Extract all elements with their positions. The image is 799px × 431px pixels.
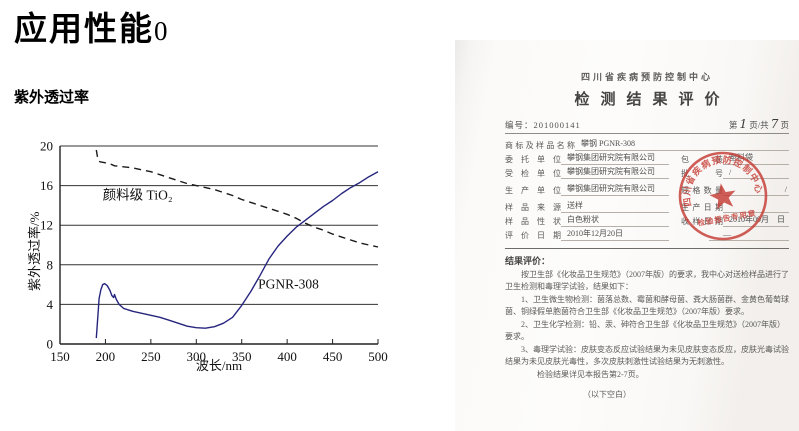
chart-plot-area: 0 4 8 12 16 20 150 200 250 300 350 400 450 500 颜料级 TiO… <box>40 139 388 365</box>
field-value: — <box>709 230 789 241</box>
field-row: 受检单位 攀钢集团研究院有限公司 批号 / <box>505 165 789 179</box>
report-number: 编号：201000141 <box>505 119 581 131</box>
field-value: 2010年12月20日 <box>561 228 669 241</box>
report-content: 四川省疾病预防控制中心 检测结果评价 编号：201000141 第 1 页/共 … <box>505 40 789 400</box>
page-title-suffix: 0 <box>154 16 170 46</box>
result-heading: 结果评价： <box>505 256 551 266</box>
field-label: 规格数量 <box>681 186 723 195</box>
svg-text:20: 20 <box>40 139 53 154</box>
series-annotation: 颜料级 TiO₂ <box>103 187 173 202</box>
field-label: 委托单位 <box>505 155 561 164</box>
svg-text:300: 300 <box>187 349 207 364</box>
report-org-name: 四川省疾病预防控制中心 <box>580 72 713 82</box>
field-label: 批号 <box>681 169 723 178</box>
result-paragraph: 2、卫生化学检测：铅、汞、砷符合卫生部《化妆品卫生规范》（2007年版）要求。 <box>505 320 785 341</box>
field-value: / <box>723 168 789 179</box>
page-prefix: 第 <box>728 120 738 130</box>
field-value: 2010年09月 日 <box>723 214 789 227</box>
seal-star-icon <box>709 183 736 210</box>
svg-text:250: 250 <box>141 349 161 364</box>
handwritten-slash: / <box>784 185 787 194</box>
field-row: 生产单位 攀钢集团研究院有限公司 规格数量 / <box>505 179 789 196</box>
field-label: 生产单位 <box>505 186 561 195</box>
svg-text:450: 450 <box>323 349 343 364</box>
series-line-tio2 <box>95 149 379 248</box>
field-label: 受检单位 <box>505 169 561 178</box>
svg-text:8: 8 <box>47 257 54 272</box>
seal-ring <box>678 151 768 241</box>
page-title-text: 应用性能 <box>14 10 154 47</box>
field-label: 生产日期 <box>681 203 723 212</box>
svg-text:150: 150 <box>50 349 70 364</box>
field-label: 评价日期 <box>505 231 561 240</box>
svg-text:12: 12 <box>40 218 53 233</box>
field-value: 攀钢集团研究院有限公司 <box>561 152 669 165</box>
report-title: 检测结果评价 <box>574 92 731 108</box>
field-label: 样品性状 <box>505 217 561 226</box>
seal-banner-text: 检验报告专用章 <box>697 208 757 228</box>
result-paragraph: 检验结果详见本报告第2-7页。 <box>537 370 644 379</box>
field-value: 送样 <box>561 200 669 213</box>
section-divider-line <box>505 248 789 249</box>
field-label: 收样日期 <box>681 217 723 226</box>
field-value: 攀钢集团研究院有限公司 <box>561 183 669 196</box>
svg-text:200: 200 <box>96 349 116 364</box>
report-number-value: 201000141 <box>533 120 581 130</box>
series-line-pgnr308 <box>95 171 379 339</box>
uv-transmittance-chart: 紫外透过率/% 0 4 8 12 16 20 150 200 250 300 350 400 450 50… <box>4 136 404 400</box>
section-heading: 紫外透过率 <box>14 89 90 106</box>
page-total-handwritten: 7 <box>770 117 779 131</box>
svg-text:16: 16 <box>40 178 54 193</box>
page-title: 应用性能0 <box>14 2 170 50</box>
result-paragraph: 3、毒理学试验：皮肤变态反应试验结果为未见皮肤变态反应，皮肤光毒试验结果为未见皮… <box>505 345 789 366</box>
official-seal-stamp: 四川省疾病预防控制中心 检验报告专用章 <box>675 148 768 241</box>
blank-below-note: （以下空白） <box>583 389 631 399</box>
x-axis-label: 波长/nm <box>195 358 243 373</box>
meta-divider-line <box>505 133 789 134</box>
report-number-label: 编号： <box>505 120 534 130</box>
field-row: 样品来源 送样 生产日期 <box>505 196 789 213</box>
result-evaluation-section: 结果评价： 按卫生部《化妆品卫生规范》（2007年版）的要求，我中心对送检样品进… <box>505 254 789 400</box>
field-value: 攀钢 PGNR-308 <box>575 138 789 151</box>
field-row: 样品性状 白色粉状 收样日期 2010年09月 日 <box>505 213 789 227</box>
series-annotation: PGNR-308 <box>258 277 319 292</box>
page-suffix: 页 <box>780 120 789 130</box>
field-row: 商标及样品名称 攀钢 PGNR-308 <box>505 137 789 151</box>
result-paragraph: 1、卫生微生物检测：菌落总数、霉菌和酵母菌、粪大肠菌群、金黄色葡萄球菌、铜绿假单… <box>505 295 789 316</box>
field-label: 商标及样品名称 <box>505 141 575 150</box>
svg-text:500: 500 <box>368 349 388 364</box>
field-label: 样品来源 <box>505 203 561 212</box>
field-value: 白色粉状 <box>561 214 669 227</box>
page-indicator: 第 1 页/共 7 页 <box>729 117 789 131</box>
report-meta-row: 编号：201000141 第 1 页/共 7 页 <box>505 117 789 132</box>
sample-info-table: 商标及样品名称 攀钢 PGNR-308 委托单位 攀钢集团研究院有限公司 包装 … <box>505 137 789 241</box>
field-value: 攀钢集团研究院有限公司 <box>561 166 669 179</box>
field-value <box>723 211 789 213</box>
page-mid: 页/共 <box>749 120 769 130</box>
field-value: / <box>723 185 789 196</box>
result-paragraph: 按卫生部《化妆品卫生规范》（2007年版）的要求，我中心对送检样品进行了卫生检测… <box>505 270 789 291</box>
page-number-handwritten: 1 <box>739 117 748 131</box>
svg-text:4: 4 <box>47 297 54 312</box>
field-row: 评价日期 2010年12月20日 — <box>505 227 789 241</box>
svg-text:0: 0 <box>47 337 54 352</box>
svg-text:400: 400 <box>277 349 297 364</box>
scanned-report-page: 四川省疾病预防控制中心 检测结果评价 编号：201000141 第 1 页/共 … <box>455 40 799 431</box>
svg-text:350: 350 <box>232 349 252 364</box>
